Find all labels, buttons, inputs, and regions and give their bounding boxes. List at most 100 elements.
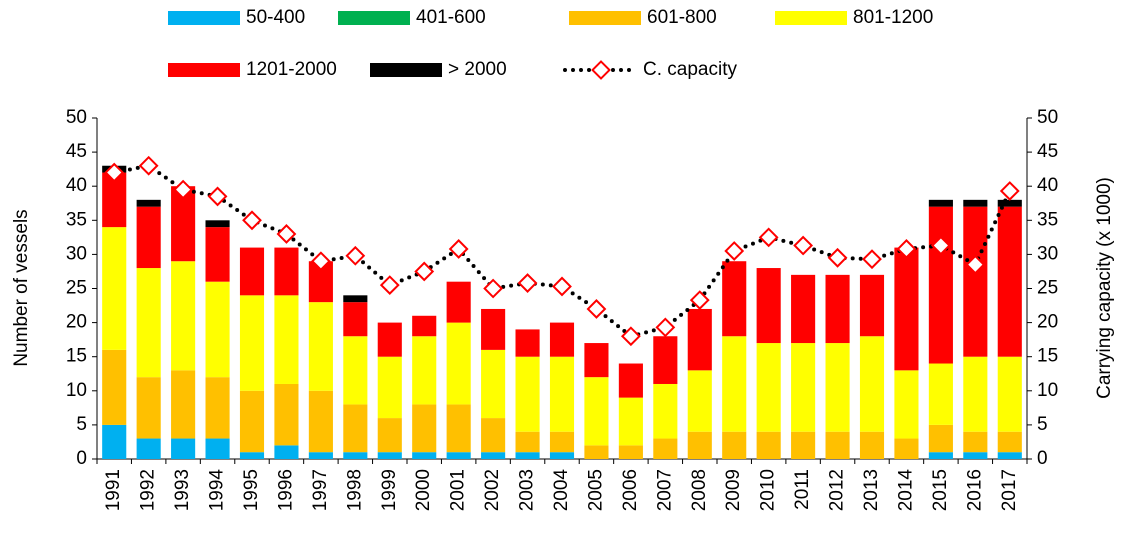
bar-segment <box>171 261 196 371</box>
y2-tick-label: 0 <box>1037 448 1048 469</box>
legend-label: 601-800 <box>647 7 717 28</box>
marker <box>242 210 262 231</box>
x-tick-label: 2016 <box>964 469 985 511</box>
y2-tick-label: 5 <box>1037 414 1048 435</box>
bar-segment <box>412 336 437 405</box>
bar-segment <box>481 349 506 419</box>
marker <box>483 278 504 299</box>
bar-segment <box>343 336 368 405</box>
bar-segment <box>481 308 506 350</box>
bar-segment <box>928 206 953 364</box>
y-tick-label: 40 <box>66 175 87 196</box>
bar-segment <box>274 247 299 296</box>
bar-segment <box>791 343 816 432</box>
x-tick-label: 2012 <box>827 469 848 511</box>
marker <box>999 181 1020 201</box>
bar-segment <box>584 343 609 378</box>
bar-segment <box>343 295 368 303</box>
bar-segment <box>274 383 299 446</box>
bar-segment <box>515 431 540 453</box>
line <box>112 163 1012 339</box>
x-tick-label: 1997 <box>310 469 331 511</box>
bar-segment <box>997 199 1022 207</box>
bar-segment <box>136 206 161 269</box>
bar-segment <box>618 397 643 446</box>
x-tick-label: 2017 <box>999 469 1020 511</box>
legend-swatch <box>168 11 240 25</box>
bar-segment <box>687 308 712 371</box>
bar-segment <box>239 390 265 453</box>
bar-segment <box>997 356 1022 432</box>
bar-segment <box>308 302 333 391</box>
y2-tick-label: 50 <box>1037 107 1058 128</box>
x-tick-label: 2002 <box>482 469 503 511</box>
bar-segment <box>205 227 230 282</box>
bar-segment <box>446 281 471 323</box>
x-tick-label: 2004 <box>551 469 572 512</box>
bar-segment <box>791 274 816 344</box>
legend-swatch <box>338 11 410 25</box>
bar-segment <box>963 356 988 432</box>
bar-segment <box>136 438 161 459</box>
bar-segment <box>791 431 816 459</box>
bar-segment <box>963 431 988 453</box>
legend-label: 50-400 <box>246 7 305 28</box>
legend-label: 801-1200 <box>853 7 933 28</box>
marker <box>965 254 986 275</box>
y-tick-label: 5 <box>76 414 87 435</box>
bar-segment <box>549 356 575 432</box>
bar-segment <box>653 383 678 439</box>
bar-segment <box>481 452 506 459</box>
bar-segment <box>239 247 265 296</box>
marker <box>138 155 159 176</box>
bar-segment <box>239 295 265 391</box>
bar-segment <box>343 302 368 337</box>
bar-segment <box>239 452 265 459</box>
bar-segment <box>136 199 161 207</box>
bar-segment <box>205 377 230 439</box>
bar-segment <box>825 274 850 344</box>
bar-segment <box>653 336 678 384</box>
bar-segment <box>446 404 471 453</box>
bar-segment <box>549 431 575 453</box>
bar-segment <box>687 431 712 459</box>
y-tick-label: 35 <box>66 209 87 230</box>
bar-segment <box>515 452 540 459</box>
x-tick-label: 2001 <box>448 469 469 511</box>
bar-segment <box>377 452 402 459</box>
marker <box>104 162 125 183</box>
bar-segment <box>928 363 953 425</box>
bar-segment <box>963 199 988 207</box>
marker <box>345 245 366 266</box>
y2-axis-label: Carrying capacity (x 1000) <box>1094 177 1115 399</box>
y2-tick-label: 10 <box>1037 380 1058 401</box>
bar-segment <box>481 418 506 453</box>
x-tick-label: 2009 <box>723 469 744 511</box>
y-tick-label: 45 <box>66 141 87 162</box>
marker <box>414 261 435 282</box>
bar-segment <box>377 322 402 357</box>
bar-segment <box>894 438 919 459</box>
marker <box>758 227 779 248</box>
x-tick-label: 1992 <box>138 469 159 511</box>
x-tick-label: 2011 <box>792 469 813 510</box>
y-tick-label: 25 <box>66 278 87 299</box>
bar-segment <box>515 356 540 432</box>
bar-segment <box>997 206 1022 357</box>
marker <box>586 299 607 319</box>
y2-tick-label: 15 <box>1037 346 1058 367</box>
marker <box>896 239 917 259</box>
marker <box>793 235 814 256</box>
legend-swatch <box>370 63 442 77</box>
bar-segment <box>102 424 127 459</box>
bar-segment <box>894 247 919 371</box>
legend-label: > 2000 <box>448 59 507 80</box>
x-tick-label: 2000 <box>413 469 434 511</box>
y-axis-label: Number of vessels <box>11 209 32 366</box>
legend-label: 401-600 <box>416 7 486 28</box>
bar-segment <box>102 349 127 425</box>
marker <box>448 239 469 259</box>
bar-segment <box>171 370 196 439</box>
bar-segment <box>687 370 712 432</box>
bar-segment <box>928 424 953 453</box>
